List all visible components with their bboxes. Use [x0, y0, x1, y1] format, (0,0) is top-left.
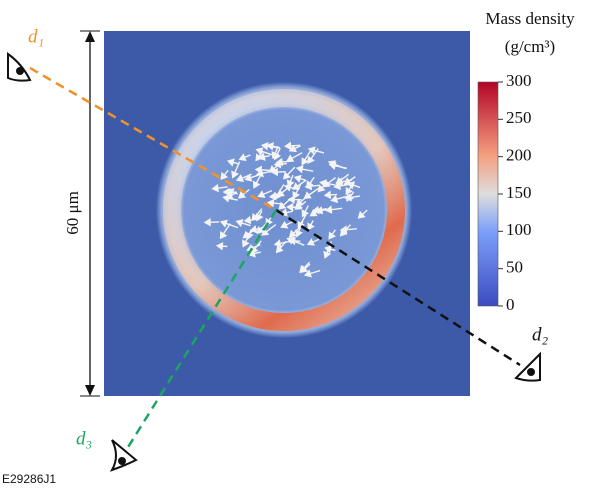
- arrow: [219, 219, 239, 229]
- arrow: [346, 191, 355, 202]
- arrow: [278, 198, 291, 210]
- arrow: [238, 153, 251, 162]
- arrow: [255, 169, 275, 178]
- arrow: [266, 198, 283, 208]
- arrow: [261, 224, 277, 236]
- arrow: [237, 189, 250, 199]
- arrow: [270, 167, 286, 177]
- arrow: [286, 202, 303, 212]
- colorbar: Mass density (g/cm³) 0 50 100 150 200 250 300: [477, 9, 575, 314]
- arrow: [303, 269, 321, 278]
- arrow: [330, 194, 348, 204]
- eye-d1: [7, 52, 32, 82]
- arrow: [220, 169, 229, 181]
- arrow: [311, 205, 327, 215]
- arrow: [287, 195, 302, 204]
- figure-id: E29286J1: [2, 472, 56, 486]
- arrow: [324, 205, 343, 214]
- arrow: [299, 261, 311, 274]
- pupil: [16, 67, 24, 75]
- arrow: [333, 181, 350, 191]
- colorbar-title: Mass density: [485, 9, 575, 28]
- arrow: [304, 181, 320, 191]
- arrow: [255, 150, 264, 162]
- arrow: [347, 181, 361, 190]
- arrow: [327, 160, 346, 170]
- colorbar-tick-label: 250: [506, 108, 532, 127]
- arrow: [324, 245, 336, 254]
- arrow: [307, 220, 315, 231]
- arrow: [295, 164, 314, 174]
- colorbar-tick-label: 50: [506, 258, 523, 277]
- velocity-arrows: [203, 141, 368, 278]
- arrow: [235, 219, 251, 228]
- arrow: [307, 148, 319, 164]
- arrow: [257, 152, 270, 161]
- arrow: [215, 241, 228, 251]
- arrow: [226, 188, 238, 197]
- arrow: [293, 174, 306, 183]
- arrow: [279, 208, 293, 217]
- detector-label: d₂: [532, 324, 549, 345]
- arrow: [282, 166, 296, 180]
- arrow: [288, 236, 301, 246]
- eye-icons: [7, 52, 541, 472]
- arrow: [249, 225, 263, 234]
- los-d2: [275, 208, 521, 367]
- arrow: [301, 205, 310, 218]
- pupil: [118, 457, 126, 465]
- arrow: [226, 158, 240, 167]
- scale-label: 60 μm: [63, 191, 82, 235]
- arrow: [301, 149, 312, 166]
- arrow: [357, 209, 368, 219]
- detector-label: d₃: [76, 428, 92, 449]
- colorbar-scale: [477, 81, 499, 307]
- arrow: [295, 220, 304, 238]
- shell-ring: [163, 89, 405, 331]
- arrow: [273, 239, 290, 248]
- los-d1: [29, 66, 277, 212]
- arrow: [284, 141, 301, 151]
- arrow: [271, 147, 280, 160]
- arrow: [211, 183, 228, 193]
- density-image: [104, 31, 470, 396]
- colorbar-tick-label: 300: [506, 71, 532, 90]
- arrow: [328, 229, 336, 240]
- arrow: [222, 194, 238, 203]
- los-d3: [123, 209, 278, 453]
- arrow: [244, 173, 259, 182]
- colorbar-tick-label: 200: [506, 146, 532, 165]
- arrow: [307, 146, 325, 155]
- arrow: [219, 223, 231, 240]
- arrow: [292, 183, 302, 200]
- detector-label: d₁: [28, 26, 44, 47]
- colorbar-tick-label: 100: [506, 220, 532, 239]
- scale-bar: 60 μm: [63, 30, 100, 397]
- colorbar-tick-label: 0: [506, 295, 515, 314]
- arrow: [273, 159, 287, 169]
- eye-d3: [109, 439, 138, 472]
- colorbar-tick-label: 150: [506, 183, 532, 202]
- eye-d2: [514, 351, 541, 382]
- arrow: [323, 190, 338, 200]
- target-disk: [156, 82, 412, 338]
- colorbar-unit: (g/cm³): [505, 37, 555, 56]
- arrow: [266, 142, 280, 151]
- arrow: [339, 224, 352, 237]
- arrow: [295, 193, 311, 207]
- arrow: [255, 210, 264, 222]
- arrow: [322, 177, 337, 188]
- arrow: [306, 238, 320, 246]
- pupil: [527, 368, 535, 376]
- arrow: [203, 218, 220, 227]
- arrow: [335, 173, 350, 185]
- arrow: [257, 190, 273, 198]
- arrow: [286, 152, 303, 162]
- arrow: [273, 183, 285, 201]
- arrow: [288, 144, 301, 153]
